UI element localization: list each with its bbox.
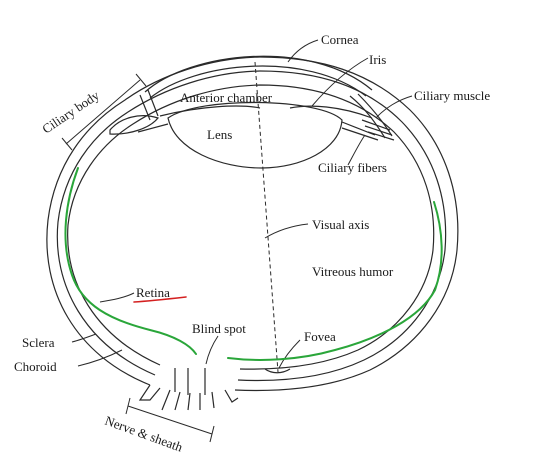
ciliary-body-bracket [65, 79, 141, 145]
label-ciliary-muscle: Ciliary muscle [414, 88, 490, 103]
label-lens: Lens [207, 127, 232, 142]
fovea-leader [278, 339, 301, 369]
retina-leader [99, 292, 135, 303]
sclera-leader [71, 333, 97, 343]
label-visual-axis: Visual axis [312, 217, 369, 232]
label-cornea: Cornea [321, 32, 359, 47]
cornea-leader [287, 39, 319, 63]
label-nerve-sheath: Nerve & sheath [103, 413, 185, 455]
ciliary-muscle-shape [349, 95, 386, 139]
label-anterior-chamber: Anterior chamber [180, 90, 273, 105]
label-choroid: Choroid [14, 359, 57, 374]
iris-leader [311, 57, 369, 107]
label-blind-spot: Blind spot [192, 321, 246, 336]
ciliary-muscle-leader [375, 95, 413, 119]
choroid-outline [56, 70, 447, 382]
lens-shape [167, 101, 343, 169]
label-ciliary-body: Ciliary body [39, 87, 102, 136]
visual-axis-line [254, 61, 279, 373]
label-ciliary-fibers: Ciliary fibers [318, 160, 387, 175]
label-sclera: Sclera [22, 335, 55, 350]
iris-shape [159, 105, 261, 117]
label-retina: Retina [136, 285, 170, 300]
ciliary-fibers-shape [137, 121, 379, 141]
retina-highlight-stroke [64, 167, 443, 361]
optic-nerve [138, 384, 239, 411]
fovea-dip [264, 368, 291, 374]
retina-underline [133, 296, 187, 303]
visual-axis-leader [264, 223, 309, 239]
ciliary-body-shape [109, 115, 160, 135]
nerve-sheath-bracket [127, 405, 213, 435]
label-vitreous-humor: Vitreous humor [312, 264, 394, 279]
label-iris: Iris [369, 52, 386, 67]
choroid-leader [77, 349, 123, 367]
retina-outline [67, 84, 435, 370]
blind-spot-leader [205, 335, 219, 365]
label-fovea: Fovea [304, 329, 336, 344]
ciliary-fibers-leader [347, 134, 366, 166]
